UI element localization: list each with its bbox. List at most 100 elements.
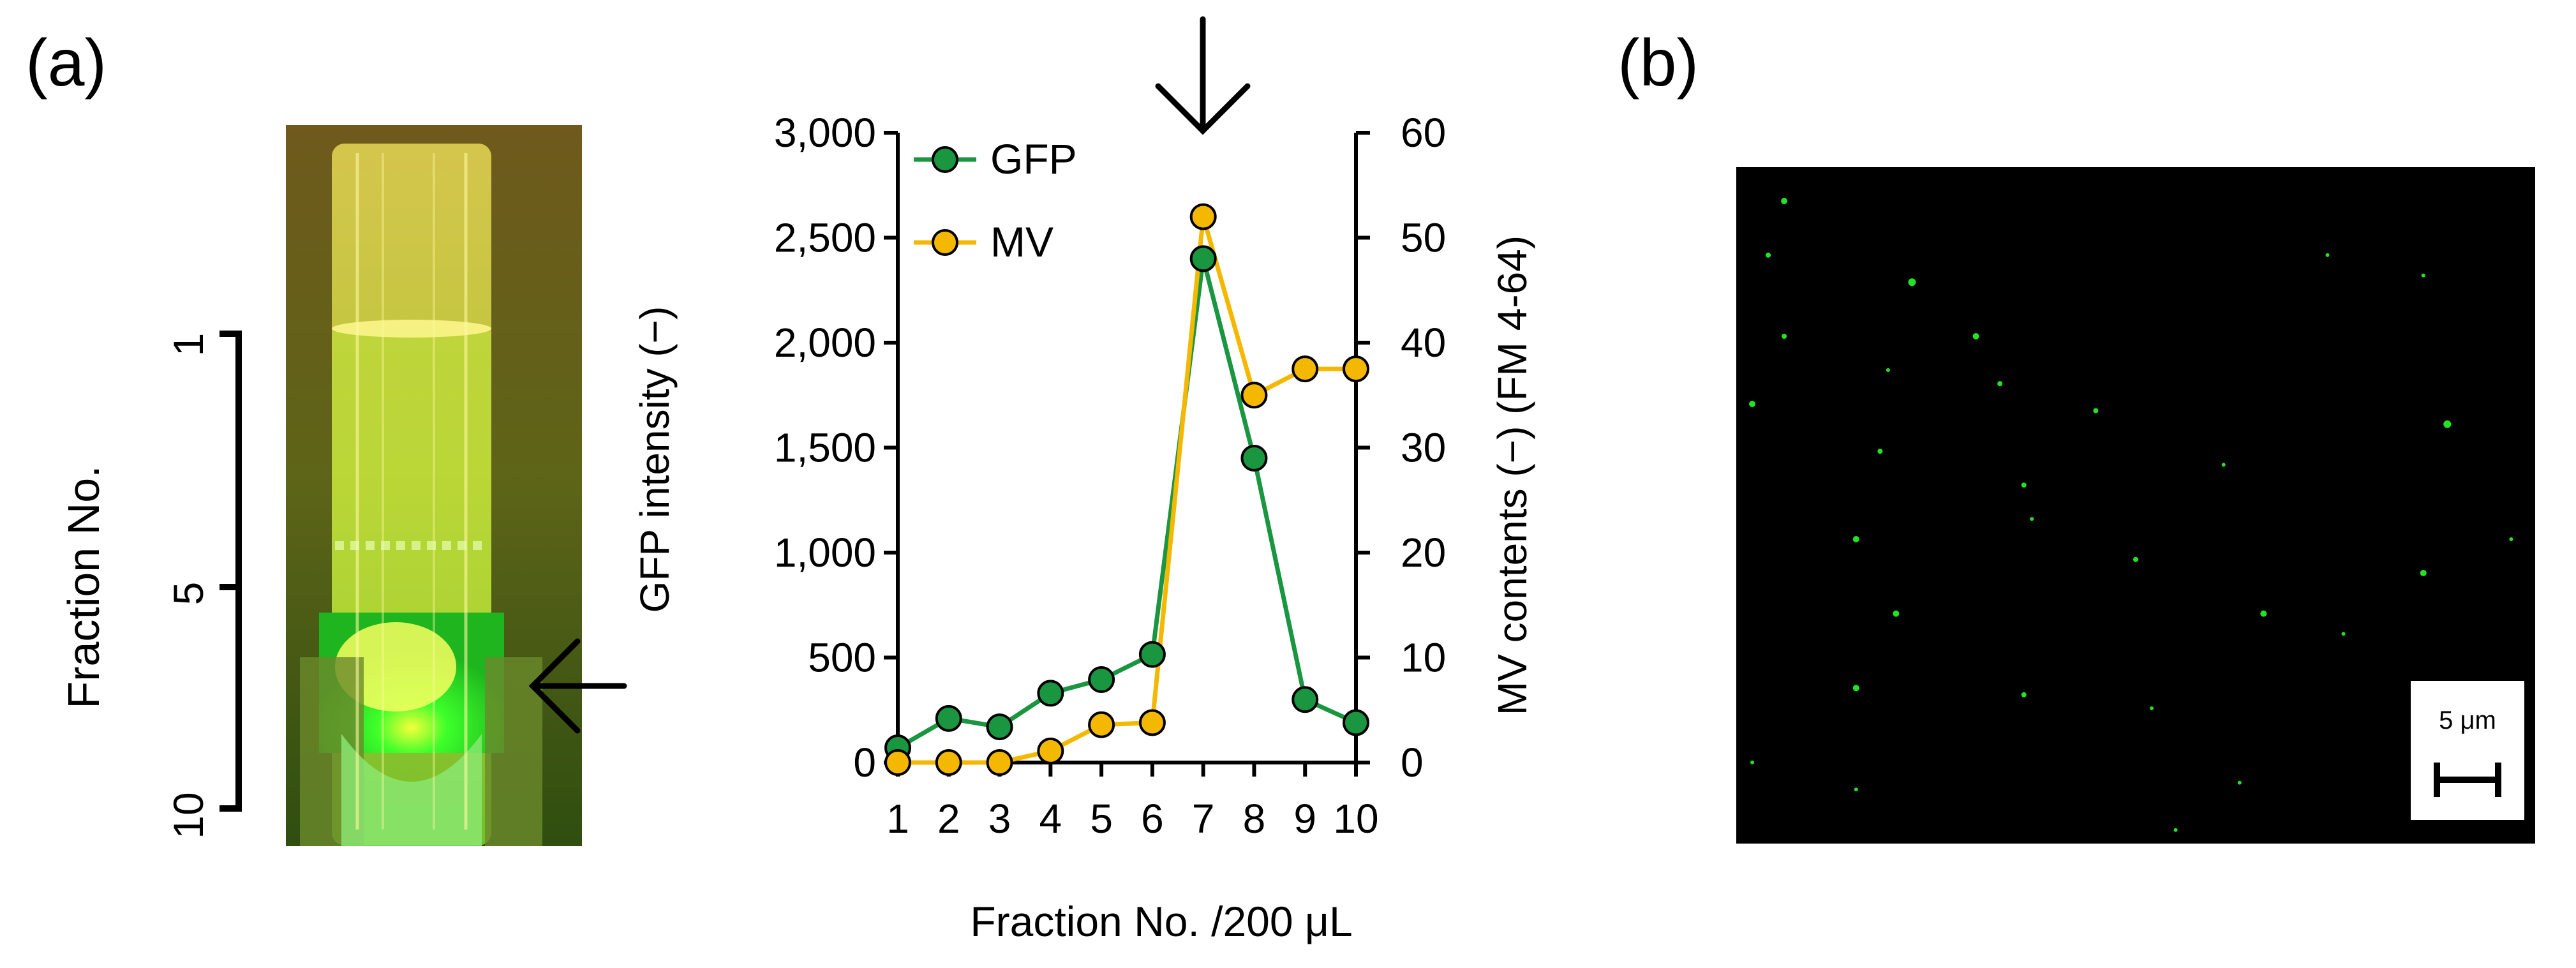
vesicle-dot [1886,368,1890,372]
vesicle-dot [2173,828,2178,832]
panel-b-label: (b) [1618,26,1699,100]
vesicle-dot [1766,252,1771,258]
legend: GFP MV [914,135,1077,265]
vesicle-dot [1893,610,1900,617]
vesicle-dot [2443,420,2452,428]
y-left-tick-label: 500 [808,635,876,681]
y-axis-right-title: MV contents (−) (FM 4-64) [1489,235,1535,715]
x-tick-label: 1 [886,796,909,842]
data-point-mv [1343,355,1369,383]
vesicle-dot [1908,278,1916,287]
vesicle-dot [1852,685,1859,692]
y-left-tick-label: 3,000 [774,110,876,156]
data-point-mv [1138,709,1166,736]
vesicle-dot [2221,463,2226,467]
vesicle-dot [2260,610,2267,617]
legend-label-gfp: GFP [990,135,1077,182]
fluorescent-vesicles [1749,198,2513,832]
data-point-mv [1189,203,1217,230]
y-left-tick-label: 2,000 [774,320,876,366]
vesicle-dot [2021,692,2027,697]
line-chart: 0 500 1,000 1,500 2,000 2,500 3,000 0 10 20 30 40 5… [632,16,1535,945]
data-point-mv [1037,737,1064,764]
y-left-tick-label: 1,500 [774,425,876,471]
scale-bar-icon [2434,763,2501,797]
y-axis-left: 0 500 1,000 1,500 2,000 2,500 3,000 [774,110,900,786]
legend-marker-gfp [932,146,958,173]
tube-axis-title: Fraction No. [59,465,108,708]
x-tick-label: 7 [1192,796,1215,842]
tube-tick-5: 5 [165,582,212,606]
vesicle-dot [2341,632,2346,636]
y-left-tick-label: 0 [853,740,876,786]
vesicle-dot [2021,482,2027,488]
data-point-gfp [1088,666,1115,694]
tube-tick-1: 1 [165,333,212,357]
data-point-mv [884,749,911,776]
panel-a-label: (a) [26,26,107,100]
y-left-tick-label: 2,500 [774,215,876,261]
data-point-gfp [935,704,962,732]
x-tick-label: 4 [1039,796,1062,842]
x-tick-label: 10 [1333,796,1378,842]
y-right-tick-label: 10 [1401,635,1446,681]
series-layer [884,203,1369,776]
legend-marker-mv [932,229,958,256]
y-right-tick-label: 30 [1401,425,1446,471]
data-point-mv [935,749,962,776]
y-axis-left-title: GFP intensity (−) [632,306,678,613]
data-point-mv [1292,355,1319,383]
vesicle-dot [2325,253,2330,257]
data-point-gfp [1240,444,1268,472]
data-point-gfp [1037,680,1064,707]
y-right-tick-label: 40 [1401,320,1446,366]
data-point-gfp [1138,641,1166,668]
y-right-tick-label: 20 [1401,530,1446,576]
vesicle-dot [1877,449,1883,454]
vesicle-dot [1782,334,1787,339]
vesicle-dot [2509,537,2513,541]
series-line-mv [898,214,1356,765]
data-point-gfp [1343,709,1369,736]
x-tick-label: 6 [1141,796,1164,842]
data-point-mv [986,749,1013,776]
vesicle-dot [1852,536,1859,542]
legend-label-mv: MV [990,218,1053,265]
vesicle-dot [1972,333,1979,339]
data-point-mv [1240,382,1268,409]
scale-bar-box [2411,681,2524,820]
band-arrow-icon [528,638,627,734]
vesicle-dot [2421,273,2425,278]
y-right-tick-label: 0 [1401,740,1424,786]
data-point-gfp [1292,686,1319,713]
vesicle-dot [1750,760,1755,764]
vesicle-dot [1854,787,1858,792]
scale-bar-label: 5 μm [2439,706,2496,734]
vesicle-dot [2030,517,2034,521]
vesicle-dot [2133,556,2138,562]
tube-photo [286,125,582,846]
series-line-gfp [897,256,1357,750]
vesicle-dot [1997,381,2003,387]
vesicle-dot [2237,780,2242,785]
vesicle-dot [2150,706,2154,710]
vesicle-dot [1749,401,1756,407]
y-right-tick-label: 60 [1401,110,1446,156]
data-point-gfp [986,713,1013,741]
x-tick-label: 5 [1090,796,1113,842]
x-axis-title: Fraction No. /200 μL [970,898,1352,945]
vesicle-dot [2420,570,2427,576]
y-right-tick-label: 50 [1401,215,1446,261]
x-tick-label: 2 [937,796,960,842]
x-tick-label: 3 [988,796,1011,842]
peak-arrow-icon [1155,16,1251,135]
data-point-mv [1088,711,1115,738]
y-axis-right: 0 10 20 30 40 50 60 [1354,110,1446,786]
tube-tick-10: 10 [165,792,212,838]
data-point-gfp [1189,245,1217,272]
x-tick-label: 9 [1293,796,1316,842]
x-axis: 1 2 3 4 5 6 7 8 9 10 [886,761,1379,842]
tube-fraction-axis: 1 5 10 Fraction No. [59,331,242,839]
microscopy-image: 5 μm [1736,167,2535,844]
